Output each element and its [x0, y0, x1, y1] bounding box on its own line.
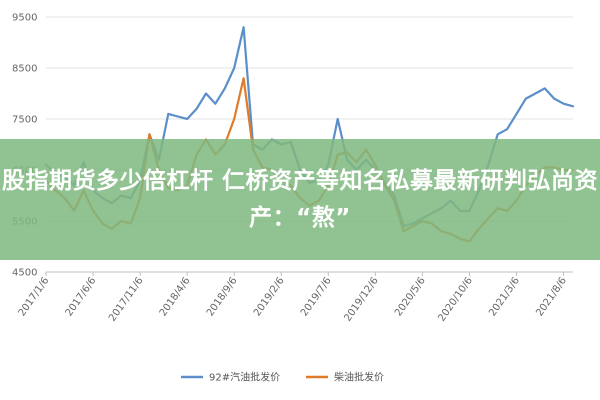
y-tick-label: 7500 — [12, 115, 37, 126]
x-tick-label: 2021/3/6 — [487, 275, 522, 318]
x-tick-label: 2017/1/6 — [17, 275, 52, 318]
x-tick-label: 2018/9/6 — [205, 275, 240, 318]
x-tick-label: 2019/7/6 — [299, 275, 334, 318]
legend-label: 92#汽油批发价 — [209, 371, 280, 384]
legend-label: 柴油批发价 — [334, 371, 384, 384]
y-tick-label: 8500 — [12, 64, 37, 75]
x-tick-label: 2017/11/6 — [107, 275, 145, 323]
y-tick-label: 9500 — [12, 13, 37, 24]
legend: 92#汽油批发价 柴油批发价 — [181, 371, 384, 384]
x-tick-label: 2017/6/6 — [64, 275, 99, 318]
x-tick-label: 2019/12/6 — [342, 275, 380, 323]
headline-title: 股指期货多少倍杠杆 仁桥资产等知名私募最新研判弘尚资产：“熬” — [1, 167, 598, 231]
x-tick-label: 2021/8/6 — [534, 275, 569, 318]
x-tick-label: 2018/4/6 — [158, 275, 193, 318]
x-axis-ticks: 2017/1/6 2017/6/6 2017/11/6 2018/4/6 2018/9/… — [17, 272, 569, 324]
x-tick-label: 2019/2/6 — [252, 275, 287, 318]
x-tick-label: 2020/5/6 — [393, 275, 428, 318]
headline-banner: 股指期货多少倍杠杆 仁桥资产等知名私募最新研判弘尚资产：“熬” — [0, 139, 600, 260]
y-tick-label: 4500 — [12, 268, 37, 279]
x-tick-label: 2020/10/6 — [437, 275, 475, 323]
